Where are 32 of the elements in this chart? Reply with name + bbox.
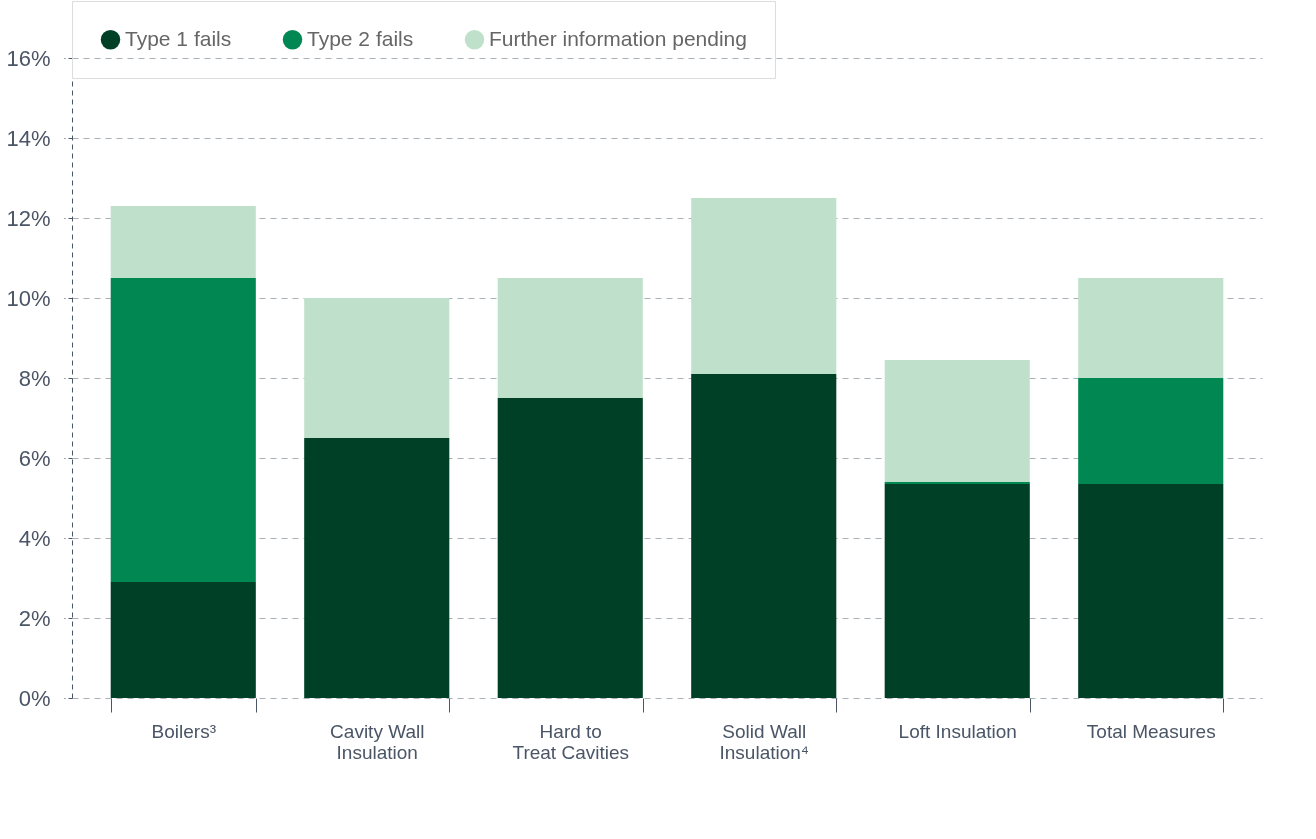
bar [110,582,256,698]
bar [884,484,1030,698]
bar [884,360,1030,482]
legend-label: Further information pending [489,26,747,50]
bar [1078,484,1224,698]
x-tick-label: Loft Insulation [898,720,1017,742]
legend-label: Type 1 fails [125,26,232,50]
bar [497,278,643,398]
y-tick-label: 10% [6,285,51,311]
bar [1078,378,1224,484]
x-tick-label: Cavity Wall Insulation [330,720,425,763]
y-tick-label: 6% [18,445,51,471]
bar [304,438,450,698]
bar [497,398,643,698]
y-tick-label: 16% [6,45,51,71]
y-tick-label: 2% [18,605,51,631]
y-tick-label: 14% [6,125,51,151]
y-tick-label: 12% [6,205,51,231]
bar [304,298,450,438]
bar [1078,278,1224,378]
y-tick-label: 8% [18,365,51,391]
bar [691,198,837,374]
x-tick-label: Boilers³ [151,720,216,742]
bar [110,278,256,582]
bar [691,374,837,698]
bar [110,206,256,278]
x-tick-label: Solid Wall Insulation⁴ [719,720,809,763]
legend-label: Type 2 fails [307,26,414,50]
x-tick-label: Total Measures [1086,720,1216,742]
x-tick-label: Hard to Treat Cavities [512,720,629,763]
y-tick-label: 4% [18,525,51,551]
y-tick-label: 0% [18,685,51,711]
